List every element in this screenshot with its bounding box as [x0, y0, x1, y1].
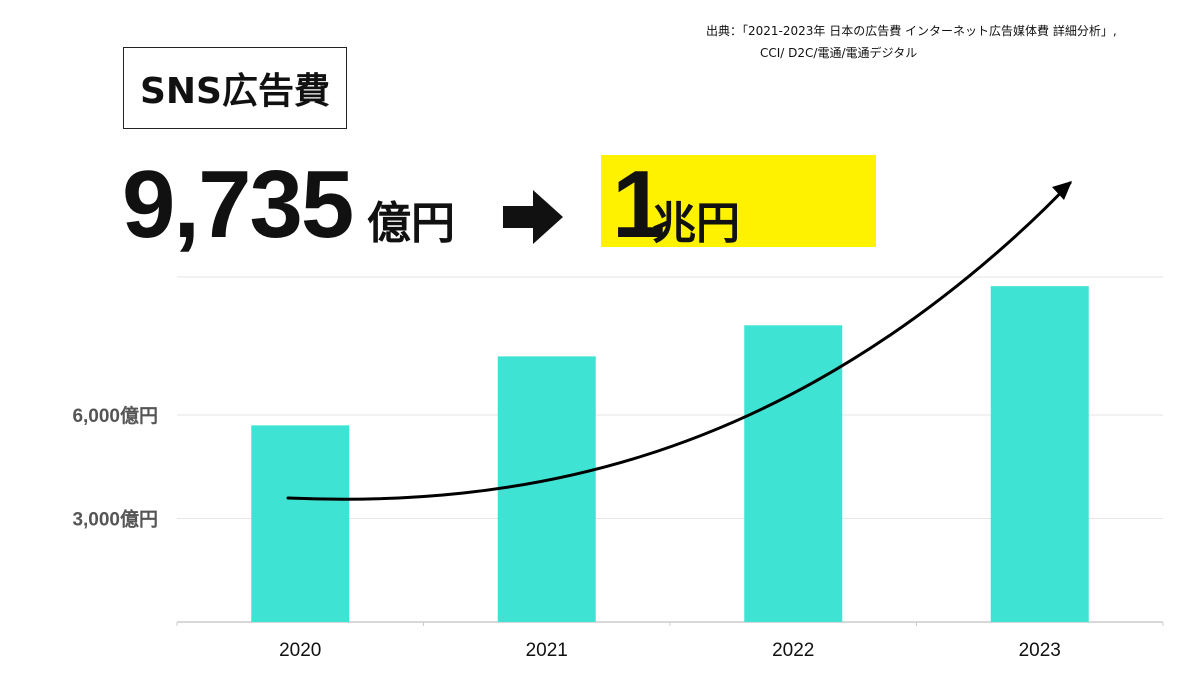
target-unit: 兆円: [652, 198, 740, 249]
title-box: SNS広告費: [123, 47, 347, 129]
target-value: 1: [612, 151, 666, 258]
trend-arrow-head: [1052, 181, 1072, 200]
bar-2022: [744, 325, 843, 622]
y-tick-label: 6,000億円: [72, 404, 158, 427]
bar-2020: [251, 425, 350, 622]
trend-arrow: [286, 181, 1072, 501]
page-title: SNS広告費: [140, 71, 330, 112]
source-line-1: 出典：「2021-2023年 日本の広告費 インターネット広告媒体費 詳細分析」…: [706, 24, 1117, 38]
bar-2023: [990, 286, 1089, 622]
x-tick-label: 2022: [772, 640, 814, 661]
x-tick-label: 2023: [1019, 640, 1061, 661]
bar-2021: [497, 356, 596, 622]
current-unit: 億円: [367, 198, 455, 249]
current-value: 9,735: [122, 151, 354, 258]
y-tick-label: 3,000億円: [72, 508, 158, 531]
x-tick-label: 2021: [526, 640, 568, 661]
target-highlight: [601, 155, 876, 247]
source-line-2: CCI/ D2C/電通/電通デジタル: [760, 46, 918, 60]
x-tick-label: 2020: [279, 640, 321, 661]
right-arrow-icon: [503, 190, 563, 244]
source-note: 出典：「2021-2023年 日本の広告費 インターネット広告媒体費 詳細分析」…: [706, 20, 1117, 64]
